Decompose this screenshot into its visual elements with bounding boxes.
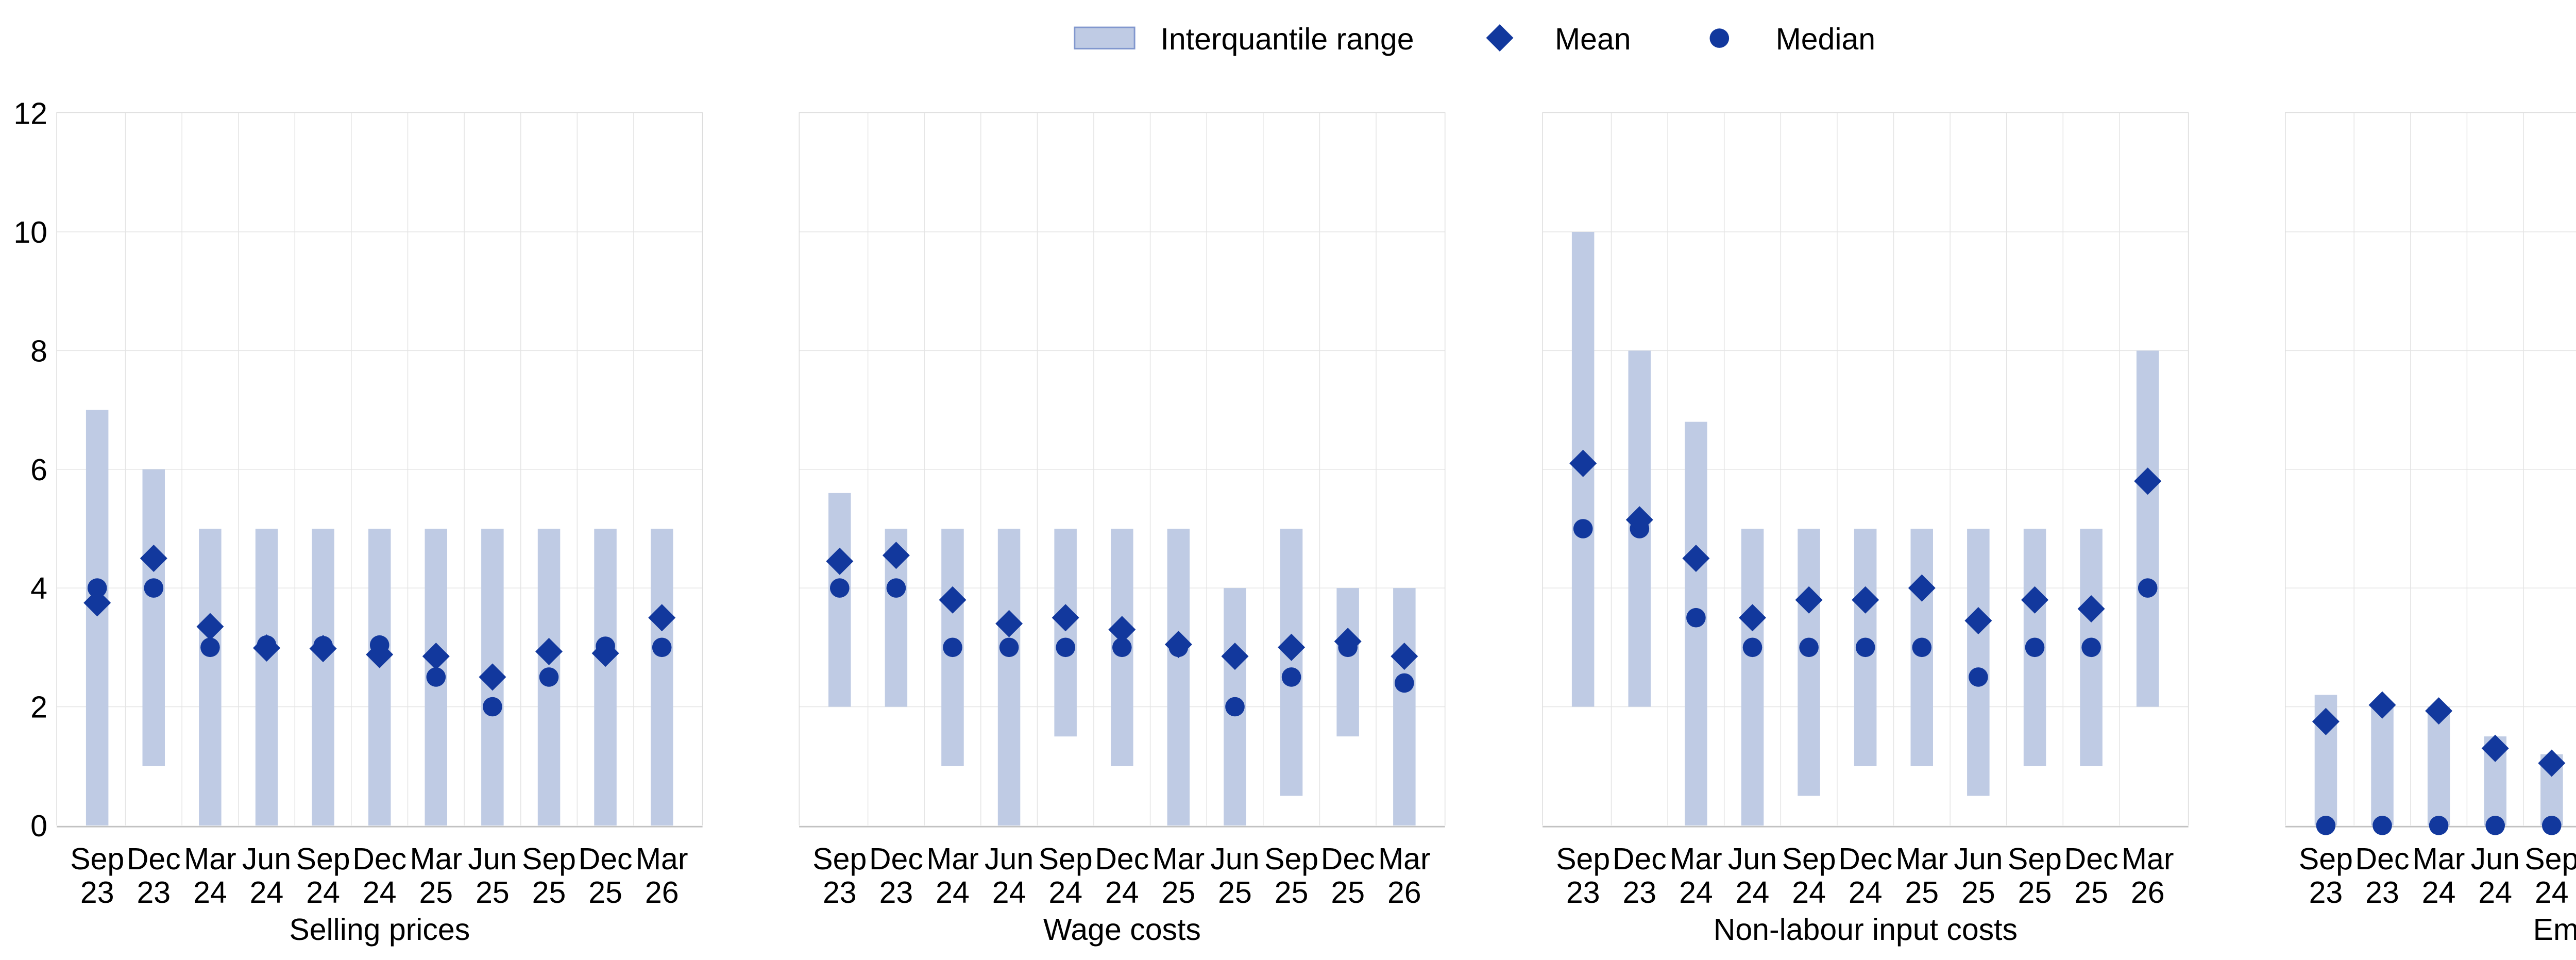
svg-text:Mar: Mar [1153,842,1205,876]
svg-text:Sep: Sep [70,842,124,876]
svg-text:Mar: Mar [410,842,462,876]
svg-text:24: 24 [1849,875,1883,910]
svg-text:25: 25 [1905,875,1939,910]
svg-text:Mar: Mar [184,842,236,876]
svg-text:25: 25 [1331,875,1365,910]
svg-text:0: 0 [30,809,47,843]
svg-text:Interquantile range: Interquantile range [1161,22,1414,56]
svg-text:Non-labour input costs: Non-labour input costs [1714,913,2018,947]
svg-text:Jun: Jun [1210,842,1259,876]
svg-text:Jun: Jun [2471,842,2520,876]
svg-text:Sep: Sep [812,842,867,876]
svg-text:8: 8 [30,334,47,368]
svg-text:Median: Median [1776,22,1876,56]
svg-text:23: 23 [1622,875,1656,910]
svg-text:Jun: Jun [1954,842,2003,876]
svg-text:23: 23 [137,875,171,910]
svg-text:Jun: Jun [468,842,517,876]
svg-text:24: 24 [1048,875,1082,910]
svg-text:25: 25 [1162,875,1196,910]
svg-text:Dec: Dec [579,842,633,876]
svg-text:24: 24 [936,875,970,910]
svg-text:Dec: Dec [869,842,923,876]
svg-text:23: 23 [823,875,857,910]
svg-text:24: 24 [2535,875,2569,910]
svg-text:4: 4 [30,571,47,605]
svg-text:23: 23 [80,875,114,910]
svg-text:23: 23 [879,875,913,910]
svg-text:Dec: Dec [2064,842,2119,876]
svg-text:25: 25 [2018,875,2052,910]
svg-text:Jun: Jun [1728,842,1777,876]
svg-text:Sep: Sep [1556,842,1610,876]
svg-text:24: 24 [363,875,397,910]
svg-text:26: 26 [2131,875,2165,910]
svg-text:25: 25 [476,875,510,910]
svg-text:24: 24 [992,875,1026,910]
svg-text:12: 12 [13,97,47,131]
svg-text:25: 25 [419,875,453,910]
svg-text:Employees: Employees [2533,913,2576,947]
svg-text:Mar: Mar [1895,842,1948,876]
svg-text:24: 24 [306,875,340,910]
svg-text:Mar: Mar [2122,842,2174,876]
svg-text:25: 25 [1275,875,1309,910]
svg-text:Selling prices: Selling prices [289,913,470,947]
svg-text:Mar: Mar [636,842,688,876]
svg-text:25: 25 [588,875,622,910]
svg-text:Sep: Sep [1039,842,1093,876]
svg-text:24: 24 [193,875,227,910]
svg-text:25: 25 [2074,875,2108,910]
svg-text:24: 24 [1679,875,1713,910]
svg-text:Dec: Dec [352,842,406,876]
svg-text:25: 25 [1961,875,1995,910]
svg-text:Mar: Mar [1670,842,1722,876]
svg-text:Sep: Sep [2008,842,2062,876]
svg-text:23: 23 [2309,875,2343,910]
svg-text:Mean: Mean [1555,22,1631,56]
svg-text:24: 24 [250,875,284,910]
svg-text:24: 24 [2478,875,2512,910]
svg-text:24: 24 [1105,875,1139,910]
svg-text:24: 24 [2422,875,2456,910]
svg-text:26: 26 [1387,875,1421,910]
svg-text:Sep: Sep [2524,842,2576,876]
svg-text:23: 23 [2365,875,2399,910]
svg-text:Jun: Jun [242,842,291,876]
svg-text:Dec: Dec [2355,842,2410,876]
svg-text:Sep: Sep [296,842,350,876]
svg-text:Mar: Mar [1378,842,1431,876]
svg-text:24: 24 [1736,875,1770,910]
svg-text:25: 25 [1218,875,1252,910]
svg-text:Wage costs: Wage costs [1043,913,1201,947]
svg-text:10: 10 [13,215,47,249]
svg-text:26: 26 [645,875,679,910]
svg-text:Dec: Dec [127,842,181,876]
svg-text:Dec: Dec [1613,842,1667,876]
svg-text:Sep: Sep [1264,842,1318,876]
svg-text:24: 24 [1792,875,1826,910]
svg-text:Mar: Mar [2413,842,2465,876]
svg-text:25: 25 [532,875,566,910]
svg-text:2: 2 [30,690,47,725]
svg-text:Dec: Dec [1321,842,1375,876]
svg-text:Sep: Sep [522,842,576,876]
svg-text:23: 23 [1566,875,1600,910]
svg-text:Dec: Dec [1095,842,1149,876]
svg-text:Jun: Jun [985,842,1033,876]
svg-text:6: 6 [30,453,47,487]
svg-text:Sep: Sep [1782,842,1836,876]
svg-text:Mar: Mar [926,842,979,876]
svg-text:Dec: Dec [1838,842,1892,876]
svg-text:Sep: Sep [2299,842,2353,876]
